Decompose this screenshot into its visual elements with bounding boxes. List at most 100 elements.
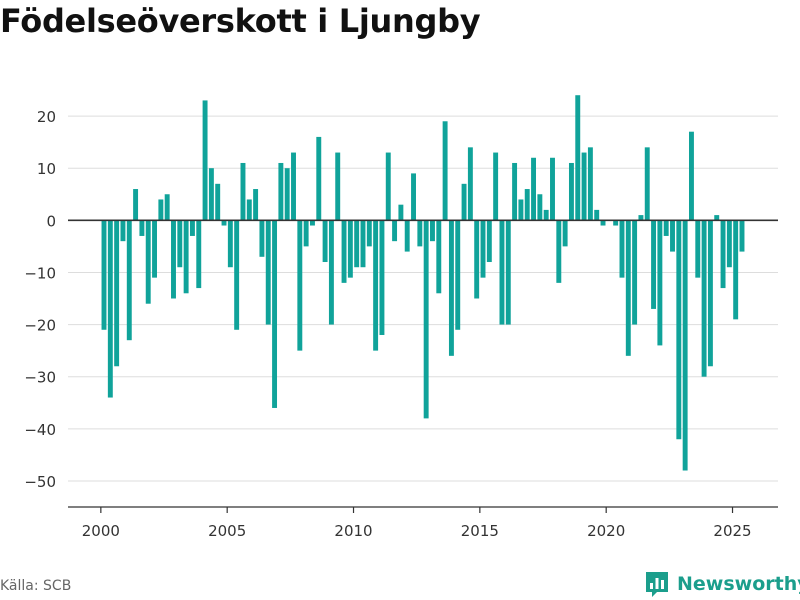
bar xyxy=(550,157,555,221)
bar xyxy=(215,183,221,221)
bar xyxy=(392,220,398,242)
bar xyxy=(183,220,189,294)
bar xyxy=(114,220,120,367)
bar xyxy=(518,199,524,221)
newsworthy-chart-icon xyxy=(646,572,668,597)
bar xyxy=(688,131,694,221)
bar xyxy=(499,220,505,325)
bar xyxy=(575,95,581,221)
bar xyxy=(202,100,208,221)
bar xyxy=(398,204,404,221)
bar xyxy=(164,194,170,221)
y-tick-label: −20 xyxy=(24,317,56,335)
bar xyxy=(632,220,638,325)
bar xyxy=(701,220,707,377)
bar xyxy=(562,220,568,247)
x-tick-label: 2010 xyxy=(334,522,372,540)
bar xyxy=(107,220,113,398)
newsworthy-logo[interactable]: Newsworthy xyxy=(644,568,800,600)
bar xyxy=(651,220,657,309)
bar xyxy=(657,220,663,346)
bar xyxy=(537,194,543,221)
bar xyxy=(385,152,391,221)
bar xyxy=(120,220,126,242)
bar xyxy=(133,189,139,221)
bar xyxy=(505,220,511,325)
bar xyxy=(328,220,334,325)
bar xyxy=(152,220,158,278)
bar xyxy=(360,220,366,268)
bar xyxy=(145,220,151,304)
bar xyxy=(158,199,164,221)
bar xyxy=(726,220,732,268)
bar xyxy=(512,162,518,221)
bar xyxy=(663,220,669,236)
bar xyxy=(354,220,360,268)
bar xyxy=(335,152,341,221)
bar xyxy=(272,220,278,408)
bar xyxy=(568,162,574,221)
bar xyxy=(707,220,713,367)
bar xyxy=(733,220,739,320)
bar xyxy=(625,220,631,356)
bar xyxy=(189,220,195,236)
bar xyxy=(524,189,530,221)
bar xyxy=(594,209,600,221)
bar xyxy=(253,189,259,221)
bar xyxy=(278,162,284,221)
chart-title: Födelseöverskott i Ljungby xyxy=(0,2,481,40)
bar xyxy=(366,220,372,247)
bar xyxy=(404,220,410,252)
bar xyxy=(177,220,183,268)
bar xyxy=(587,147,593,221)
y-tick-label: −50 xyxy=(24,473,56,491)
bar xyxy=(531,157,537,221)
bar xyxy=(341,220,347,283)
bar xyxy=(430,220,435,242)
y-tick-label: −10 xyxy=(24,264,56,282)
y-tick-label: −30 xyxy=(24,369,56,387)
source-label: Källa: SCB xyxy=(0,578,72,594)
bar xyxy=(442,121,448,221)
bar xyxy=(259,220,265,257)
bar xyxy=(448,220,454,356)
bar xyxy=(644,147,650,221)
bar xyxy=(461,183,467,221)
bar xyxy=(556,220,562,283)
bar xyxy=(619,220,625,278)
bar xyxy=(581,152,587,221)
bar xyxy=(303,220,309,247)
bar xyxy=(240,162,246,221)
bar xyxy=(126,220,132,341)
bar xyxy=(322,220,328,263)
x-tick-label: 2015 xyxy=(461,522,499,540)
bar xyxy=(196,220,202,289)
bar xyxy=(613,220,619,226)
bar xyxy=(493,152,499,221)
y-tick-label: −40 xyxy=(24,421,56,439)
bar xyxy=(714,215,720,221)
bar xyxy=(695,220,701,278)
bar xyxy=(467,147,473,221)
bar xyxy=(101,220,107,330)
y-tick-label: 10 xyxy=(37,160,56,178)
bar xyxy=(227,220,233,268)
bar xyxy=(373,220,379,351)
bar xyxy=(720,220,726,289)
bar xyxy=(139,220,145,236)
bar xyxy=(436,220,442,294)
bar xyxy=(543,209,549,221)
bar xyxy=(417,220,423,247)
bar xyxy=(638,215,644,221)
bar xyxy=(676,220,682,440)
bar xyxy=(297,220,303,351)
bar xyxy=(291,152,296,221)
bar xyxy=(739,220,745,252)
bar xyxy=(246,199,252,221)
bar xyxy=(284,168,290,221)
bar xyxy=(208,168,214,221)
x-tick-label: 2025 xyxy=(713,522,751,540)
bar xyxy=(474,220,480,299)
